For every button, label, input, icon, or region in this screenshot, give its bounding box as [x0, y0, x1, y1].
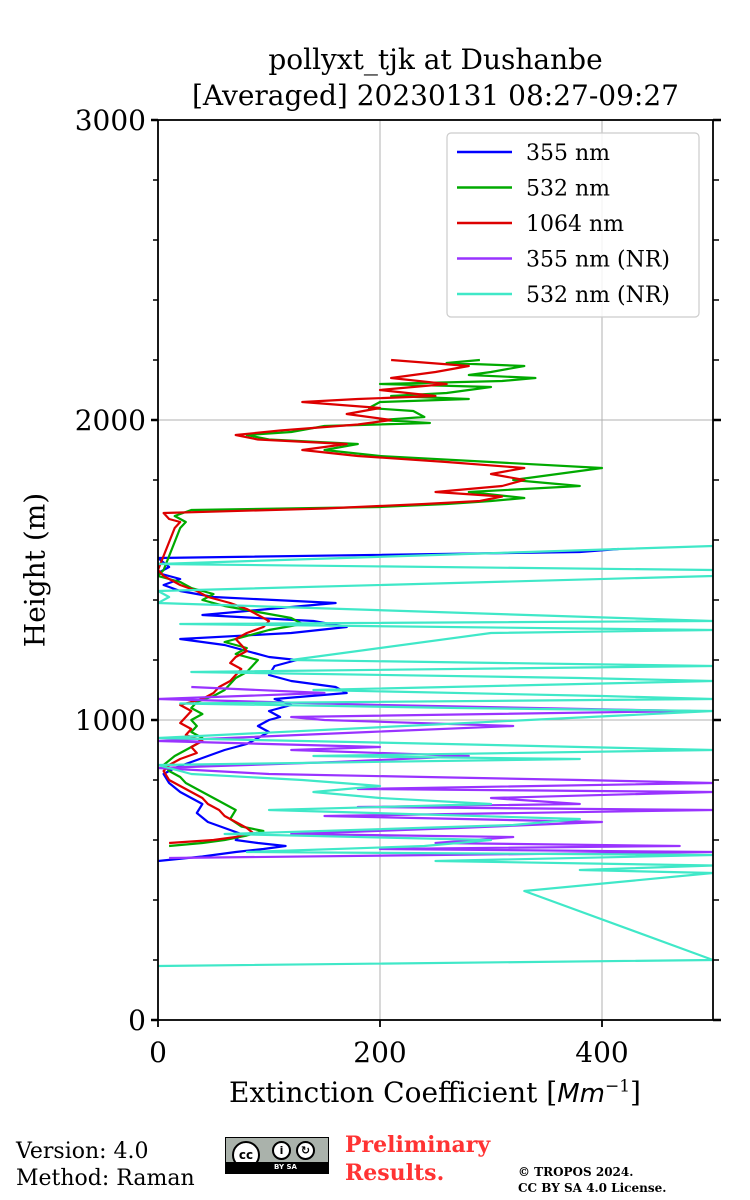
cc-license-badge: cc i ↻ BY SA: [225, 1137, 329, 1174]
method-text: Method: Raman: [16, 1166, 195, 1191]
cc-badge-text: BY SA: [274, 1163, 297, 1171]
x-axis-label: Extinction Coefficient [Mm−1]: [229, 1076, 641, 1109]
y-tick-label-0: 0: [128, 1004, 146, 1037]
x-tick-label-400: 400: [575, 1036, 628, 1069]
series-line-3: [158, 685, 713, 860]
preliminary-notice: Preliminary Results.: [345, 1131, 490, 1187]
x-axis-label-unit: Mm: [557, 1079, 605, 1109]
x-tick-label-0: 0: [149, 1036, 167, 1069]
x-axis-label-exponent: −1: [604, 1076, 631, 1097]
plot-frame: [157, 119, 714, 1021]
legend-label-0: 355 nm: [526, 141, 610, 166]
footer-info: Version: 4.0 Method: Raman: [16, 1138, 195, 1192]
series-line-1: [158, 358, 604, 848]
y-tick-label-3000: 3000: [75, 104, 146, 137]
chart-title-line-2: [Averaged] 20230131 08:27-09:27: [192, 79, 679, 112]
y-axis-label: Height (m): [18, 492, 52, 648]
chart-title-line-1: pollyxt_tjk at Dushanbe: [268, 43, 603, 76]
series-group: [158, 358, 713, 968]
y-tick-label-2000: 2000: [75, 404, 146, 437]
legend-box: [446, 132, 700, 318]
preliminary-line-1: Preliminary: [345, 1132, 491, 1158]
series-line-0: [158, 547, 619, 863]
by-icon: i: [272, 1141, 291, 1160]
sa-icon: ↻: [296, 1141, 315, 1160]
legend-label-2: 1064 nm: [526, 212, 624, 237]
cc-badge-bar: BY SA: [226, 1162, 328, 1173]
version-text: Version: 4.0: [16, 1139, 149, 1164]
copyright-line-2: CC BY SA 4.0 License.: [518, 1181, 667, 1195]
legend-label-1: 532 nm: [526, 177, 610, 202]
x-axis-label-text: Extinction Coefficient [: [229, 1076, 558, 1109]
x-axis-label-close: ]: [630, 1076, 641, 1109]
copyright-line-1: © TROPOS 2024.: [518, 1165, 634, 1179]
legend-label-3: 355 nm (NR): [526, 248, 670, 273]
copyright-notice: © TROPOS 2024. CC BY SA 4.0 License.: [518, 1164, 666, 1196]
legend-label-4: 532 nm (NR): [526, 283, 670, 308]
y-tick-label-1000: 1000: [75, 704, 146, 737]
series-line-2: [158, 358, 526, 845]
preliminary-line-2: Results.: [345, 1160, 445, 1186]
series-line-4: [158, 544, 713, 968]
x-tick-label-200: 200: [353, 1036, 406, 1069]
